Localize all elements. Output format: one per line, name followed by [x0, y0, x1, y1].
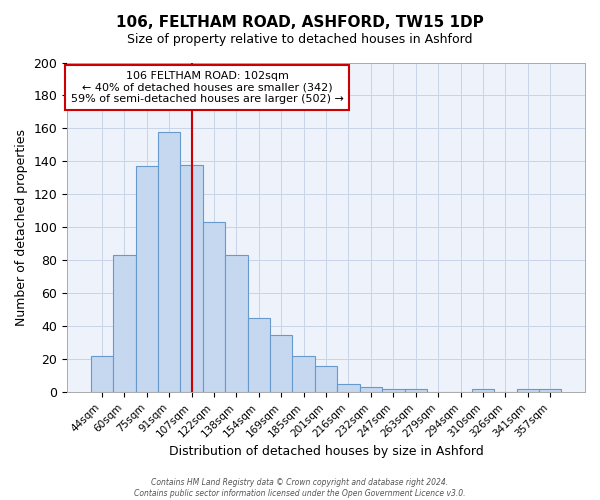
Bar	[113, 256, 136, 392]
Bar	[382, 389, 404, 392]
X-axis label: Distribution of detached houses by size in Ashford: Distribution of detached houses by size …	[169, 444, 484, 458]
Bar	[539, 389, 562, 392]
Y-axis label: Number of detached properties: Number of detached properties	[15, 129, 28, 326]
Bar	[248, 318, 270, 392]
Bar	[91, 356, 113, 393]
Text: 106, FELTHAM ROAD, ASHFORD, TW15 1DP: 106, FELTHAM ROAD, ASHFORD, TW15 1DP	[116, 15, 484, 30]
Bar	[315, 366, 337, 392]
Bar	[225, 256, 248, 392]
Bar	[270, 334, 292, 392]
Bar	[517, 389, 539, 392]
Bar	[158, 132, 181, 392]
Bar	[360, 388, 382, 392]
Bar	[203, 222, 225, 392]
Bar	[292, 356, 315, 393]
Bar	[472, 389, 494, 392]
Bar	[337, 384, 360, 392]
Text: Contains HM Land Registry data © Crown copyright and database right 2024.
Contai: Contains HM Land Registry data © Crown c…	[134, 478, 466, 498]
Text: Size of property relative to detached houses in Ashford: Size of property relative to detached ho…	[127, 32, 473, 46]
Bar	[136, 166, 158, 392]
Bar	[404, 389, 427, 392]
Bar	[181, 165, 203, 392]
Text: 106 FELTHAM ROAD: 102sqm
← 40% of detached houses are smaller (342)
59% of semi-: 106 FELTHAM ROAD: 102sqm ← 40% of detach…	[71, 70, 343, 104]
